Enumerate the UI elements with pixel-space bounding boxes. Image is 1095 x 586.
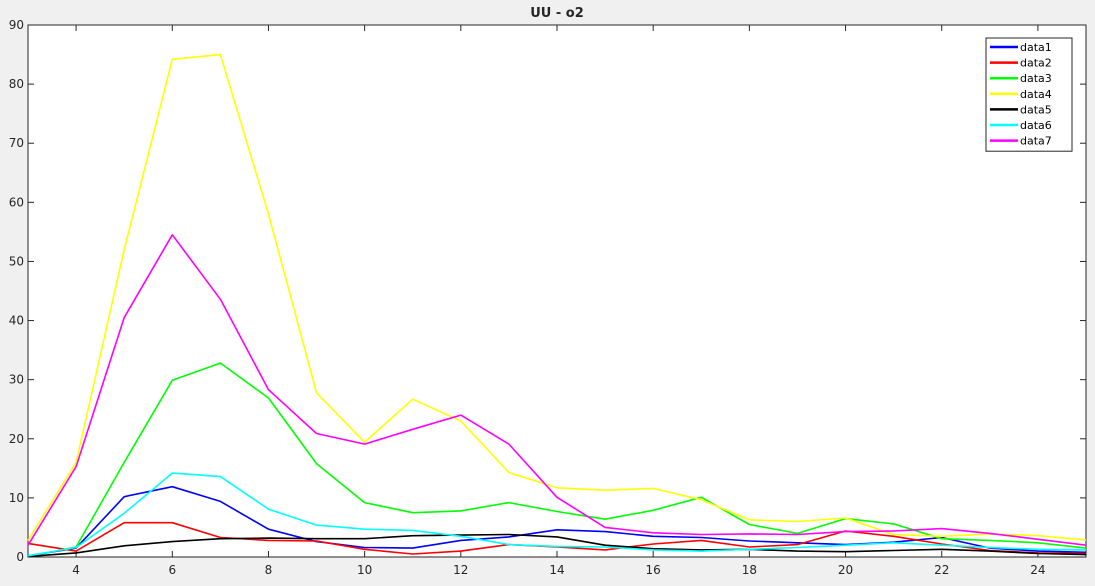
legend-label-data5: data5 [1020, 103, 1052, 116]
legend-label-data3: data3 [1020, 72, 1052, 85]
x-tick-label: 18 [742, 563, 757, 577]
legend-label-data7: data7 [1020, 135, 1052, 148]
series-line-data4 [27, 53, 1087, 541]
legend-label-data2: data2 [1020, 57, 1052, 70]
series-line-data7 [27, 234, 1087, 546]
series-line-data6 [27, 472, 1087, 557]
y-tick-label: 80 [9, 77, 24, 91]
x-tick-label: 22 [934, 563, 949, 577]
plot-area [27, 24, 1087, 558]
y-tick-label: 30 [9, 373, 24, 387]
y-tick-label: 0 [16, 550, 24, 564]
legend-label-data1: data1 [1020, 41, 1052, 54]
y-tick-label: 20 [9, 432, 24, 446]
series-line-data5 [27, 533, 1087, 558]
x-tick-label: 10 [357, 563, 372, 577]
x-tick-label: 12 [453, 563, 468, 577]
x-tick-label: 20 [838, 563, 853, 577]
x-tick-label: 14 [549, 563, 564, 577]
series-line-data3 [27, 362, 1087, 558]
series-line-data1 [27, 485, 1087, 557]
x-tick-label: 8 [265, 563, 273, 577]
chart-title: UU - o2 [530, 6, 584, 21]
x-tick-label: 24 [1030, 563, 1045, 577]
y-tick-label: 40 [9, 314, 24, 328]
y-tick-label: 60 [9, 195, 24, 209]
legend-label-data6: data6 [1020, 119, 1052, 132]
x-tick-label: 4 [72, 563, 80, 577]
x-tick-label: 6 [168, 563, 176, 577]
y-tick-label: 90 [9, 18, 24, 32]
x-tick-label: 16 [646, 563, 661, 577]
y-tick-label: 50 [9, 254, 24, 268]
y-tick-label: 10 [9, 491, 24, 505]
legend-label-data4: data4 [1020, 88, 1052, 101]
y-tick-label: 70 [9, 136, 24, 150]
